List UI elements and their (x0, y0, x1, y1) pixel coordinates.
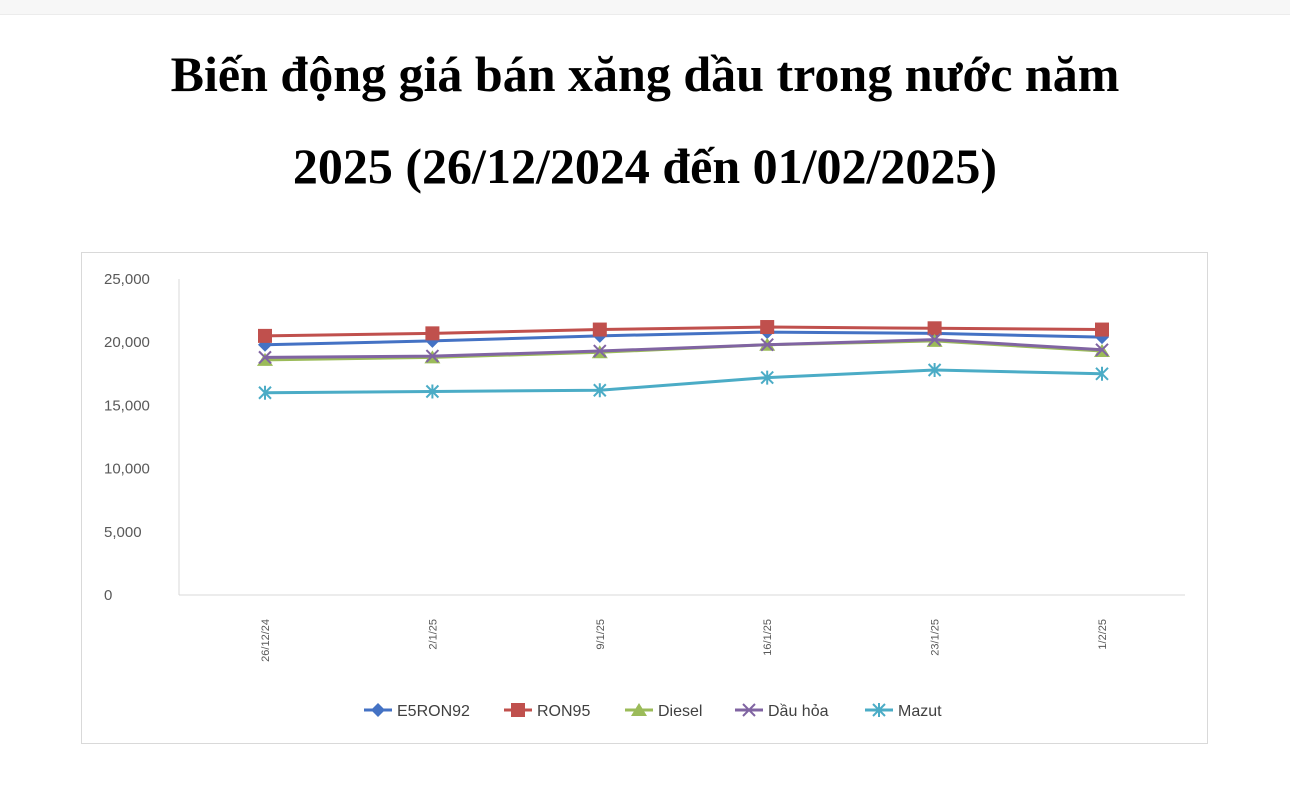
data-point (592, 322, 607, 337)
legend-label: Mazut (898, 703, 942, 720)
series-line-1 (264, 325, 1103, 338)
data-point (258, 328, 272, 343)
data-point (927, 332, 942, 347)
x-tick-label: 9/1/25 (595, 619, 607, 650)
legend-label: E5RON92 (397, 703, 470, 720)
y-tick-label: 10,000 (104, 461, 150, 478)
legend-label: Diesel (658, 703, 702, 720)
y-tick-label: 15,000 (104, 397, 150, 414)
chart-title: Biến động giá bán xăng dầu trong nước nă… (0, 28, 1290, 212)
legend-marker-1 (511, 703, 525, 717)
data-point (760, 370, 774, 385)
series-line-4 (264, 368, 1103, 395)
data-point (258, 350, 272, 365)
chart-area: 0 5,000 10,000 15,000 20,000 25,000 26/12/24 2/… (81, 252, 1208, 744)
legend-marker-3 (742, 703, 756, 717)
y-tick-label: 25,000 (104, 271, 150, 288)
y-tick-label: 0 (104, 587, 112, 604)
y-tick-label: 5,000 (104, 524, 142, 541)
data-point (760, 320, 775, 335)
x-tick-label: 26/12/24 (260, 619, 272, 662)
line-chart: 0 5,000 10,000 15,000 20,000 25,000 26/12/24 2/… (104, 271, 1185, 720)
data-point (425, 384, 440, 399)
legend-marker-0 (371, 703, 385, 717)
series-line-3 (264, 338, 1103, 359)
legend-marker-2 (631, 703, 647, 716)
data-point (927, 321, 942, 336)
x-tick-label: 1/2/25 (1097, 619, 1109, 650)
data-point (593, 383, 607, 398)
data-point (760, 338, 774, 352)
data-point (258, 385, 272, 400)
data-point (1095, 330, 1109, 345)
legend-label: Dầu hỏa (768, 703, 829, 720)
data-point (425, 349, 440, 363)
data-point (1095, 322, 1109, 337)
x-tick-label: 23/1/25 (930, 619, 942, 656)
chart-title-line-1: Biến động giá bán xăng dầu trong nước nă… (170, 46, 1120, 102)
x-tick-label: 2/1/25 (427, 619, 439, 650)
legend-label: RON95 (537, 703, 590, 720)
chart-title-line-2: 2025 (26/12/2024 đến 01/02/2025) (292, 138, 998, 194)
top-strip (0, 0, 1290, 15)
data-point (927, 363, 942, 378)
data-point (1095, 343, 1109, 357)
data-point (593, 344, 607, 358)
data-point (1095, 366, 1109, 381)
data-point (425, 326, 440, 341)
series-line-0 (264, 330, 1103, 347)
x-tick-label: 16/1/25 (762, 619, 774, 656)
y-tick-label: 20,000 (104, 334, 150, 351)
legend-marker-4 (872, 703, 886, 717)
